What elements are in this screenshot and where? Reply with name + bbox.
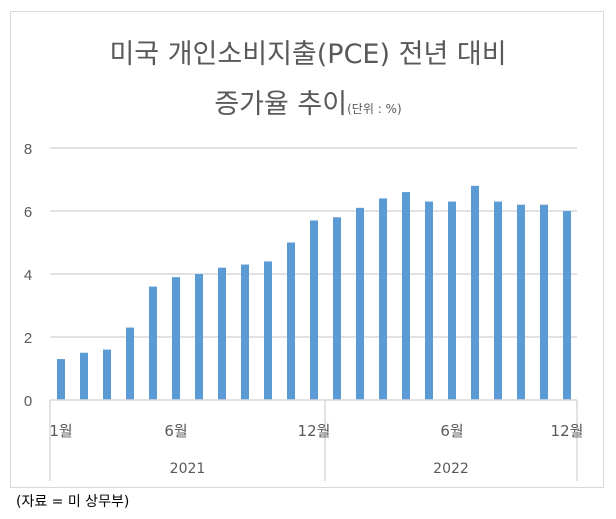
y-tick-label: 0 — [24, 393, 32, 410]
bar-2022-3 — [379, 198, 387, 400]
bar-2021-2 — [80, 352, 88, 400]
bar-2022-1 — [333, 217, 341, 400]
bar-2021-3 — [103, 349, 111, 400]
chart-title-line2: 증가율 추이(단위 : %) — [0, 82, 616, 121]
bar-2021-12 — [310, 220, 318, 400]
bar-2022-10 — [540, 204, 548, 400]
y-tick-label: 2 — [24, 330, 32, 347]
x-tick-label: 6월 — [164, 422, 187, 440]
chart-title-line1: 미국 개인소비지출(PCE) 전년 대비 — [109, 39, 507, 70]
bar-2022-9 — [517, 204, 525, 400]
bar-2021-6 — [172, 277, 180, 400]
source-note: (자료 = 미 상무부) — [16, 494, 130, 510]
bar-2021-5 — [149, 286, 157, 400]
bar-2022-2 — [356, 207, 364, 400]
bar-2021-9 — [241, 264, 249, 400]
bar-2022-6 — [448, 201, 456, 400]
bar-2022-7 — [471, 185, 479, 400]
x-tick-label: 6월 — [440, 422, 463, 440]
year-label: 2021 — [170, 461, 206, 477]
unit-label: (단위 : %) — [347, 102, 402, 116]
y-tick-label: 8 — [24, 141, 32, 158]
year-label: 2022 — [433, 461, 469, 477]
bar-2022-11 — [563, 211, 571, 400]
bar-2022-8 — [494, 201, 502, 400]
chart-title-text: 증가율 추이 — [214, 89, 348, 120]
y-tick-label: 6 — [24, 204, 32, 221]
chart-area — [10, 11, 604, 488]
x-tick-label: 12월 — [298, 422, 331, 440]
x-tick-label: 1월 — [49, 422, 72, 440]
bar-2021-8 — [218, 267, 226, 400]
x-tick-label: 12월 — [551, 422, 584, 440]
bar-2021-7 — [195, 274, 203, 400]
y-tick-label: 4 — [24, 267, 32, 284]
bar-2022-5 — [425, 201, 433, 400]
bar-2021-11 — [287, 242, 295, 400]
bar-2021-1 — [57, 359, 65, 400]
bar-2022-4 — [402, 192, 410, 400]
bar-2021-4 — [126, 327, 134, 400]
bar-2021-10 — [264, 261, 272, 400]
